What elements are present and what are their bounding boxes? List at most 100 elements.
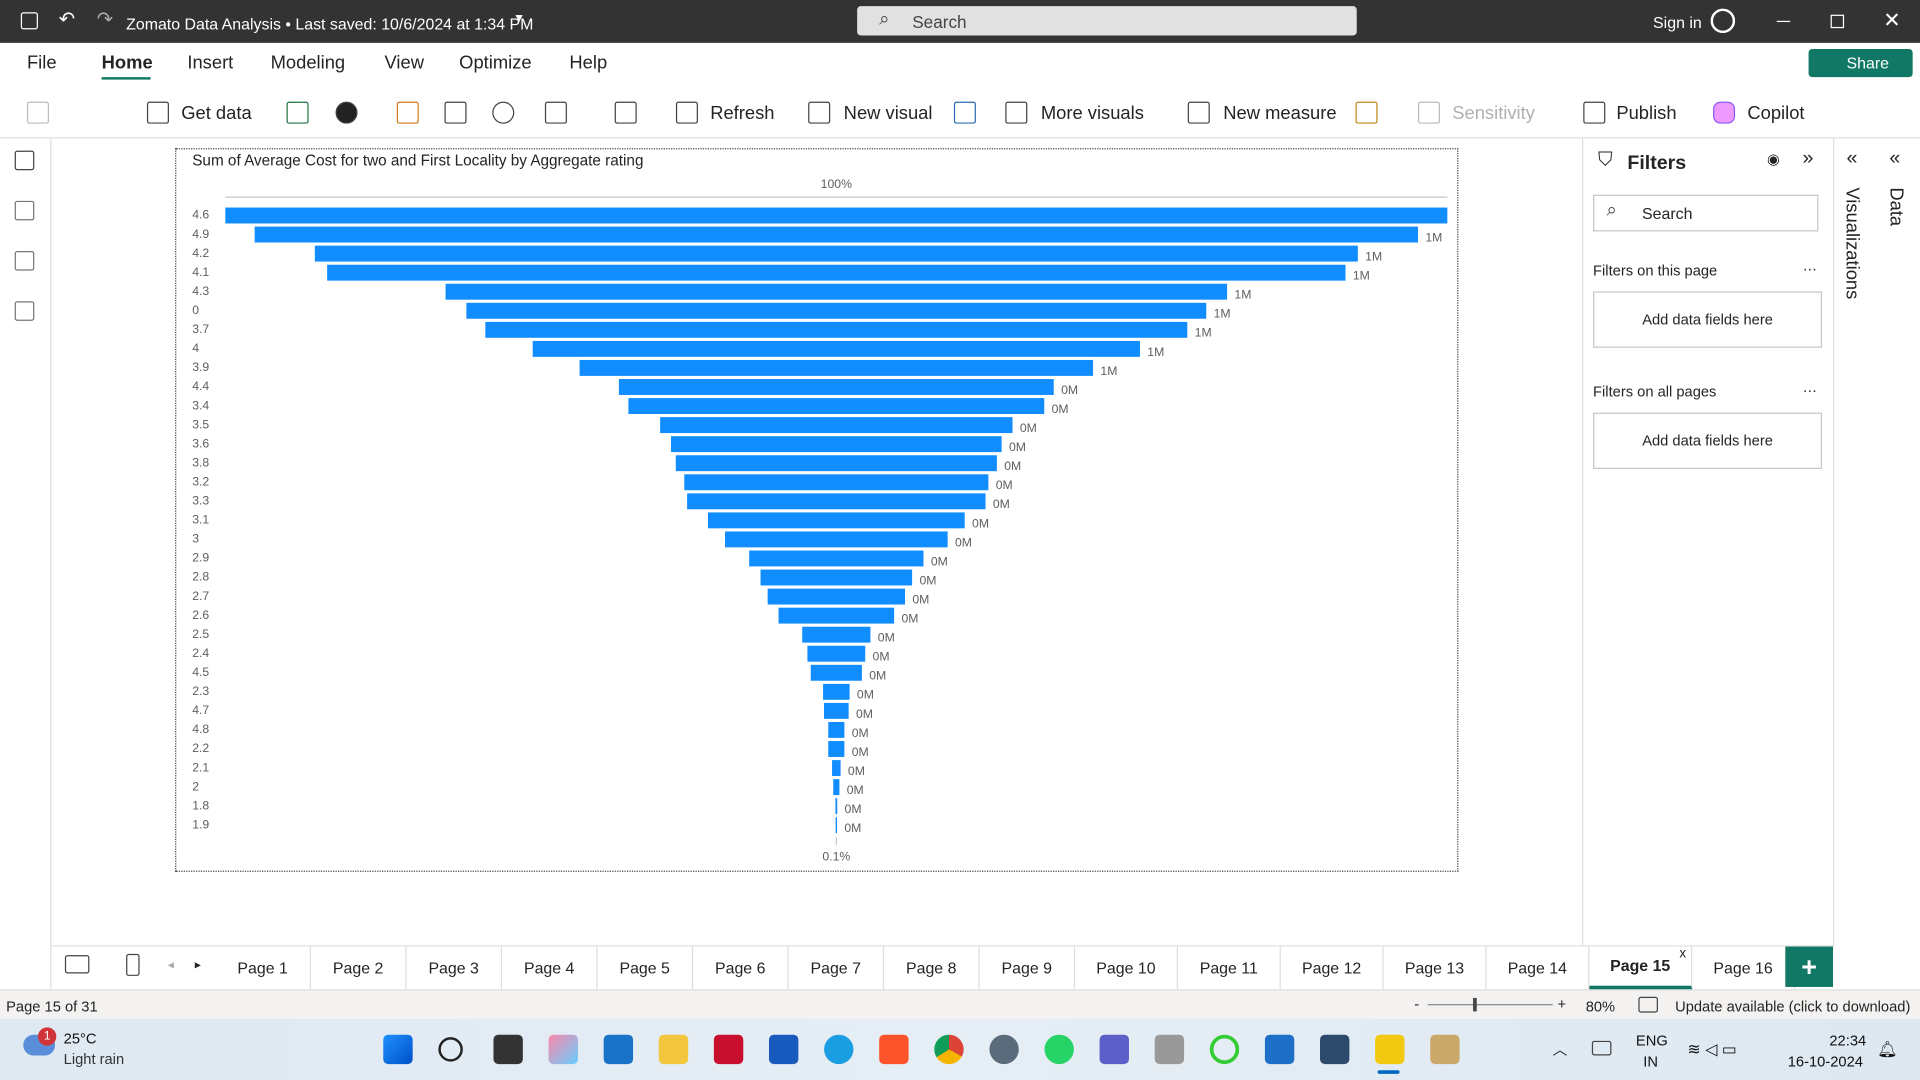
more-options[interactable]: … xyxy=(1802,257,1818,275)
copilot-app[interactable] xyxy=(548,1034,578,1065)
more-options[interactable]: … xyxy=(1802,378,1818,396)
app-icon[interactable] xyxy=(1430,1034,1460,1065)
brave-app[interactable] xyxy=(879,1034,909,1065)
start-button[interactable] xyxy=(383,1034,413,1065)
excel-icon[interactable] xyxy=(286,101,309,124)
expand-data[interactable]: « xyxy=(1889,148,1901,169)
explorer-app[interactable] xyxy=(658,1034,689,1065)
visualizations-tab[interactable]: Visualizations xyxy=(1841,187,1863,300)
store-app[interactable] xyxy=(603,1034,634,1065)
publish-icon[interactable] xyxy=(1583,101,1606,124)
vm-app[interactable] xyxy=(1320,1034,1350,1065)
quick-measure-icon[interactable] xyxy=(1355,101,1378,124)
ribbon-button[interactable]: Copilot xyxy=(1747,102,1805,124)
settings-app[interactable] xyxy=(989,1034,1019,1065)
undo-icon[interactable]: ↶ xyxy=(58,9,76,31)
enter-data-icon[interactable] xyxy=(444,101,467,124)
dataverse-icon[interactable] xyxy=(492,101,515,124)
chrome-app[interactable] xyxy=(934,1034,964,1065)
recent-sources-icon[interactable] xyxy=(544,101,567,124)
tray-chevron[interactable]: ︿ xyxy=(1552,1040,1568,1058)
mcafee-app[interactable] xyxy=(713,1034,744,1065)
clock-date[interactable]: 16-10-2024 xyxy=(1787,1053,1863,1071)
filter-search-box[interactable] xyxy=(1593,194,1819,232)
app-icon[interactable] xyxy=(1209,1034,1240,1065)
powerbi-app[interactable] xyxy=(1375,1034,1405,1065)
whatsapp-app[interactable] xyxy=(1044,1034,1074,1065)
page-tab[interactable]: Page 10 xyxy=(1075,945,1178,990)
page-tab[interactable]: Page 5 xyxy=(598,945,694,990)
zoom-slider[interactable] xyxy=(1427,1004,1553,1006)
page-tab[interactable]: Page 13 xyxy=(1384,945,1487,990)
menu-item[interactable]: Help xyxy=(569,52,608,74)
region[interactable]: IN xyxy=(1643,1053,1658,1071)
maximize-button[interactable] xyxy=(1830,14,1845,29)
page-tab[interactable]: Page 9 xyxy=(980,945,1076,990)
refresh-icon[interactable] xyxy=(675,101,698,124)
task-view[interactable] xyxy=(493,1034,523,1065)
ribbon-button[interactable]: Refresh xyxy=(710,102,775,124)
page-tab[interactable]: Page 4 xyxy=(502,945,598,990)
page-tab[interactable]: Page 14 xyxy=(1487,945,1590,990)
close-tab[interactable]: x xyxy=(1679,946,1687,962)
chatgpt-app[interactable] xyxy=(1154,1034,1185,1065)
notepad-app[interactable] xyxy=(1264,1034,1295,1065)
menu-item[interactable]: File xyxy=(26,52,57,74)
data-tab[interactable]: Data xyxy=(1885,187,1907,227)
keyboard-icon[interactable] xyxy=(1591,1040,1612,1056)
zoom-out[interactable]: - xyxy=(1414,995,1420,1013)
page-tab[interactable]: Page 2 xyxy=(311,945,407,990)
page-tab[interactable]: Page 8 xyxy=(884,945,980,990)
fit-page[interactable] xyxy=(1638,996,1658,1013)
share-button[interactable] xyxy=(1808,48,1913,78)
menu-item[interactable]: View xyxy=(384,52,424,74)
notifications[interactable]: 🔔︎ xyxy=(1877,1039,1898,1058)
new-visual-icon[interactable] xyxy=(808,101,831,124)
report-view-icon[interactable] xyxy=(14,150,35,171)
sql-icon[interactable] xyxy=(396,101,419,124)
drop-zone[interactable]: Add data fields here xyxy=(1593,412,1823,469)
desktop-layout[interactable] xyxy=(64,955,90,974)
menu-item[interactable]: Insert xyxy=(187,52,234,74)
teams-app[interactable] xyxy=(1099,1034,1129,1065)
visual-container[interactable]: Sum of Average Cost for two and First Lo… xyxy=(175,148,1459,872)
ribbon-button[interactable]: Get data xyxy=(181,102,252,124)
menu-item[interactable]: Home xyxy=(101,52,153,74)
close-button[interactable]: ✕ xyxy=(1883,8,1901,32)
mobile-layout[interactable] xyxy=(126,953,140,976)
page-tab[interactable]: Page 7 xyxy=(789,945,885,990)
ribbon-button[interactable]: New visual xyxy=(843,102,933,124)
sensitivity-icon[interactable] xyxy=(1417,101,1440,124)
text-box-icon[interactable] xyxy=(953,101,976,124)
search-app[interactable] xyxy=(438,1037,463,1062)
visibility-icon[interactable]: ◉ xyxy=(1766,150,1780,168)
menu-item[interactable]: Optimize xyxy=(459,52,532,74)
ribbon-button[interactable]: Publish xyxy=(1616,102,1677,124)
new-measure-icon[interactable] xyxy=(1187,101,1210,124)
redo-icon[interactable]: ↷ xyxy=(96,9,114,31)
edge-app[interactable] xyxy=(824,1034,854,1065)
page-tab[interactable]: Page 3 xyxy=(407,945,503,990)
add-page-button[interactable]: + xyxy=(1785,946,1834,987)
get-data-icon[interactable] xyxy=(146,101,169,124)
more-visuals-icon[interactable] xyxy=(1005,101,1028,124)
transform-icon[interactable] xyxy=(614,101,637,124)
copilot-icon[interactable] xyxy=(1713,101,1736,124)
page-tab[interactable]: Page 11 xyxy=(1178,945,1281,990)
page-tab[interactable]: Page 12 xyxy=(1281,945,1384,990)
sign-in[interactable]: Sign in xyxy=(1653,13,1702,32)
ribbon-button[interactable]: New measure xyxy=(1223,102,1337,124)
page-tab[interactable]: Page 15 x xyxy=(1589,945,1693,990)
model-view-icon[interactable] xyxy=(14,251,35,271)
zoom-thumb[interactable] xyxy=(1473,997,1477,1012)
expand-visualizations[interactable]: « xyxy=(1846,148,1858,169)
page-tab[interactable]: Page 16 xyxy=(1692,945,1796,990)
next-page[interactable]: ▸ xyxy=(194,958,201,973)
table-view-icon[interactable] xyxy=(14,200,35,221)
save-icon[interactable] xyxy=(20,12,38,30)
menu-item[interactable]: Modeling xyxy=(270,52,346,74)
drop-zone[interactable]: Add data fields here xyxy=(1593,291,1823,348)
paste-icon[interactable] xyxy=(26,101,49,124)
minimize-button[interactable] xyxy=(1776,20,1791,23)
title-dropdown[interactable]: ▼ xyxy=(513,12,526,26)
